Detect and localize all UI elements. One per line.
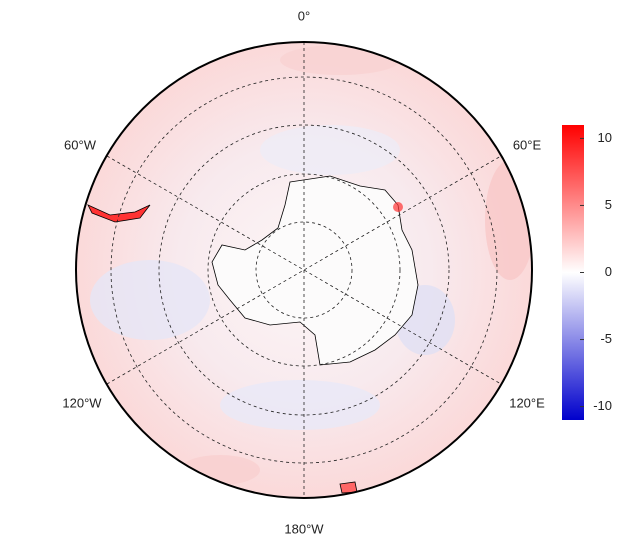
colorbar-tick-label: 0 bbox=[605, 264, 612, 279]
colorbar-tick-label: 5 bbox=[605, 197, 612, 212]
meridian-label: 0° bbox=[298, 8, 310, 23]
colorbar-fill bbox=[562, 125, 584, 420]
graticule bbox=[106, 42, 502, 498]
south-america bbox=[87, 204, 151, 223]
colorbar-tick-label: -10 bbox=[593, 398, 612, 413]
meridian-label: 120°W bbox=[62, 395, 102, 410]
colorbar-tick-label: 10 bbox=[598, 130, 612, 145]
colorbar-tick-label: -5 bbox=[600, 331, 612, 346]
map-boundary bbox=[75, 41, 533, 499]
meridian-label: 180°W bbox=[284, 521, 324, 536]
meridian-label: 60°E bbox=[513, 137, 542, 152]
meridian-label: 120°E bbox=[509, 395, 545, 410]
colorbar: -10 -5 0 5 10 bbox=[562, 125, 612, 420]
meridian-label: 60°W bbox=[64, 137, 97, 152]
